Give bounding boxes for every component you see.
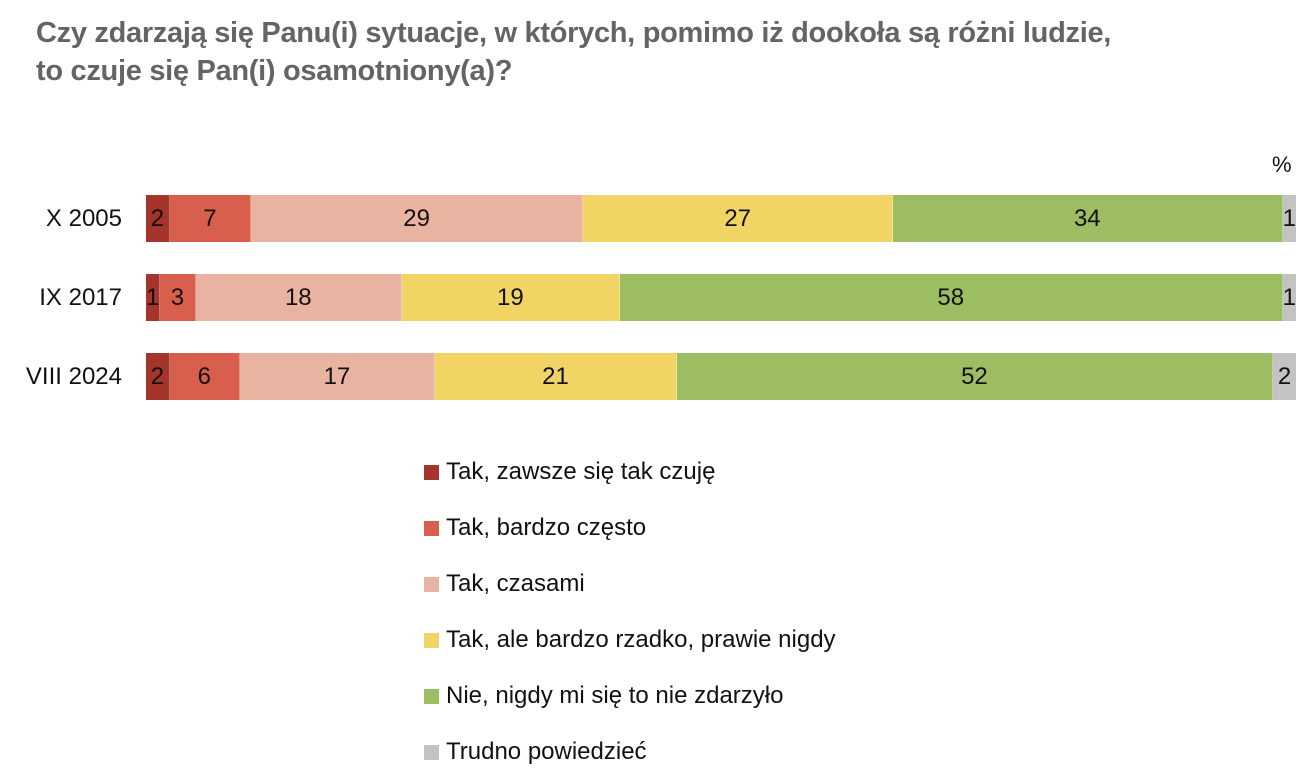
legend-item: Tak, czasami <box>424 556 836 612</box>
data-label: 1 <box>146 283 160 311</box>
stacked-bar: 1 3 18 19 58 1 <box>146 274 1297 321</box>
bar-row: VIII 2024 2 6 17 21 52 2 <box>0 353 1316 400</box>
data-label: 52 <box>961 362 988 390</box>
bar-row: IX 2017 1 3 18 19 58 1 <box>0 274 1316 321</box>
data-label: 3 <box>170 283 185 311</box>
chart-title-line-1: Czy zdarzają się Panu(i) sytuacje, w któ… <box>36 17 1112 49</box>
bar-row: X 2005 2 7 29 27 34 1 <box>0 195 1316 242</box>
bar-segment: 52 <box>676 353 1274 400</box>
bar-segment: 1 <box>1282 195 1296 242</box>
data-label: 29 <box>403 204 430 232</box>
bar-segment: 3 <box>160 274 196 321</box>
bar-segment: 7 <box>169 195 251 242</box>
legend-item: Tak, ale bardzo rzadko, prawie nigdy <box>424 612 836 668</box>
legend-swatch-icon <box>424 464 439 480</box>
data-label: 21 <box>542 362 569 390</box>
stacked-bar: 2 6 17 21 52 2 <box>146 353 1297 400</box>
data-label: 2 <box>150 362 165 390</box>
legend-label: Nie, nigdy mi się to nie zdarzyło <box>446 682 784 709</box>
legend-label: Tak, czasami <box>446 570 585 597</box>
legend-swatch-icon <box>424 632 439 648</box>
data-label: 7 <box>203 204 217 232</box>
legend-item: Tak, zawsze się tak czuję <box>424 444 836 500</box>
bar-segment: 17 <box>239 353 436 400</box>
bar-segment: 19 <box>402 274 620 321</box>
bar-segment: 34 <box>892 195 1283 242</box>
bar-segment: 27 <box>583 195 893 242</box>
data-label: 18 <box>284 283 312 311</box>
legend-swatch-icon <box>424 520 439 536</box>
bar-segment: 6 <box>169 353 240 400</box>
data-label: 34 <box>1073 204 1101 232</box>
legend: Tak, zawsze się tak czuję Tak, bardzo czę… <box>424 444 836 780</box>
bar-segment: 2 <box>146 195 170 242</box>
legend-label: Tak, bardzo często <box>446 514 647 541</box>
data-label: 1 <box>1282 283 1297 311</box>
bar-segment: 1 <box>1282 274 1297 321</box>
bar-segment: 29 <box>250 195 584 242</box>
bar-segment: 58 <box>619 274 1283 321</box>
legend-label: Tak, ale bardzo rzadko, prawie nigdy <box>446 626 836 653</box>
data-label: 2 <box>1277 362 1292 390</box>
data-label: 17 <box>323 362 351 390</box>
row-label: IX 2017 <box>39 284 122 311</box>
row-label: X 2005 <box>45 205 122 232</box>
bar-segment: 2 <box>1273 353 1297 400</box>
legend-swatch-icon <box>424 576 439 592</box>
legend-item: Trudno powiedzieć <box>424 724 836 780</box>
legend-label: Tak, zawsze się tak czuję <box>446 458 716 485</box>
legend-item: Nie, nigdy mi się to nie zdarzyło <box>424 668 836 724</box>
bar-segment: 21 <box>435 353 677 400</box>
bar-segment: 18 <box>195 274 402 321</box>
data-label: 6 <box>197 362 211 390</box>
unit-label: % <box>1272 152 1292 177</box>
data-label: 58 <box>937 283 965 311</box>
chart-title: Czy zdarzają się Panu(i) sytuacje, w któ… <box>36 14 1306 90</box>
stacked-bar: 2 7 29 27 34 1 <box>146 195 1296 242</box>
legend-item: Tak, bardzo często <box>424 500 836 556</box>
bar-segment: 1 <box>146 274 161 321</box>
legend-swatch-icon <box>424 688 439 704</box>
legend-label: Trudno powiedzieć <box>446 738 647 765</box>
data-label: 1 <box>1282 204 1296 232</box>
legend-swatch-icon <box>424 744 439 760</box>
data-label: 2 <box>150 204 165 232</box>
row-label: VIII 2024 <box>25 363 122 390</box>
data-label: 19 <box>497 283 524 311</box>
chart-title-line-2: to czuje się Pan(i) osamotniony(a)? <box>36 55 513 87</box>
bar-segment: 2 <box>146 353 170 400</box>
data-label: 27 <box>724 204 752 232</box>
